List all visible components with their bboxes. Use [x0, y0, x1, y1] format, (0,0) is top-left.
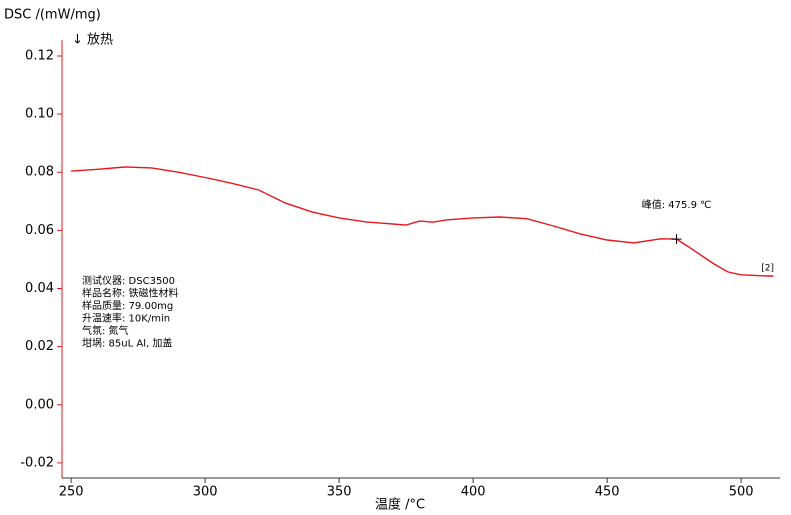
info-line: 坩埚: 85uL Al, 加盖 [82, 337, 172, 350]
y-tick-label: 0.08 [25, 165, 54, 180]
y-axis-label: DSC /(mW/mg) [4, 8, 101, 23]
x-tick-label: 300 [193, 485, 218, 500]
x-axis-label: 温度 /°C [375, 497, 425, 513]
series-label: [2] [761, 264, 774, 274]
y-tick-label: 0.12 [25, 48, 54, 63]
x-tick-label: 400 [461, 485, 486, 500]
info-line: 测试仪器: DSC3500 [82, 274, 175, 287]
peak-marker [671, 234, 682, 245]
y-tick-label: -0.02 [20, 455, 54, 470]
y-tick-label: 0.04 [25, 281, 54, 296]
line [71, 166, 774, 277]
peak-label: 峰值: 475.9 ℃ [642, 198, 712, 211]
x-tick-label: 350 [327, 485, 352, 500]
y-tick-label: 0.06 [25, 223, 54, 238]
info-line: 升温速率: 10K/min [82, 312, 170, 325]
info-line: 气氛: 氮气 [82, 324, 129, 337]
x-tick-label: 500 [729, 485, 754, 500]
info-line: 样品名称: 铁磁性材料 [82, 287, 179, 300]
y-tick-label: 0.00 [25, 397, 54, 412]
y-tick-label: 0.10 [25, 107, 54, 122]
x-tick-label: 450 [595, 485, 620, 500]
direction-note: ↓ 放热 [72, 33, 113, 48]
info-line: 样品质量: 79.00mg [82, 299, 173, 312]
x-tick-label: 250 [59, 485, 84, 500]
y-tick-label: 0.02 [25, 339, 54, 354]
